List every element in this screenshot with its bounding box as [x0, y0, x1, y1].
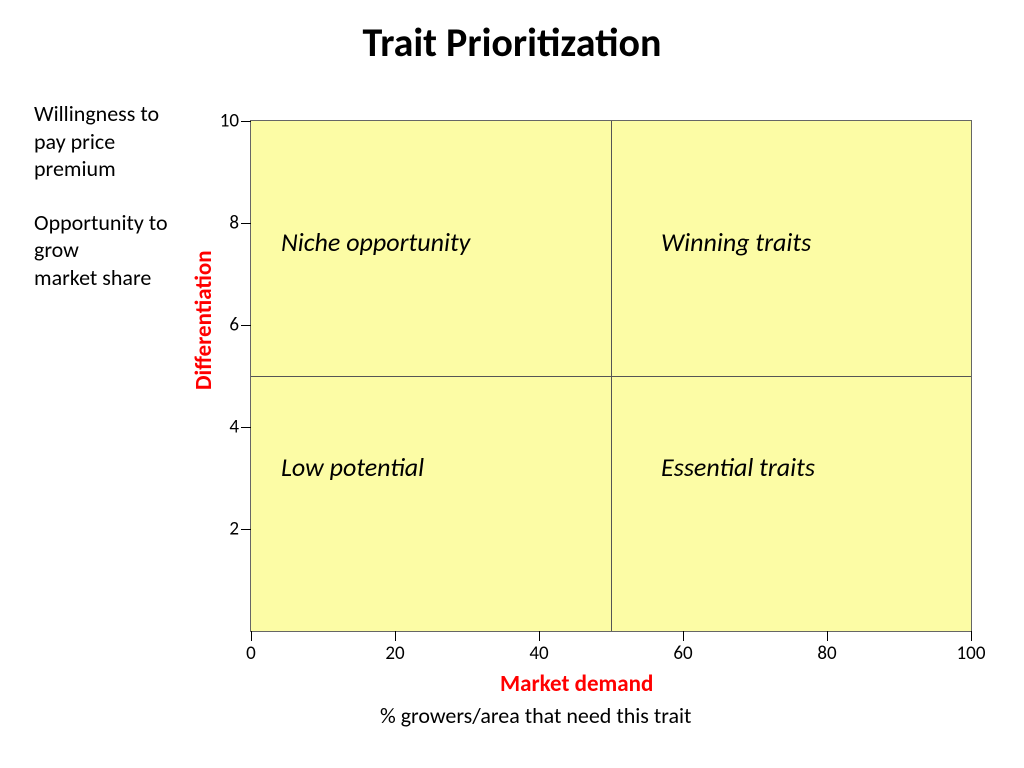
xtick-label: 80	[817, 642, 836, 665]
xtick-label: 20	[385, 642, 404, 665]
xtick	[827, 631, 828, 641]
quadrant-bottom-right: Essential traits	[661, 451, 815, 483]
ytick-label: 4	[211, 416, 239, 439]
xtick	[251, 631, 252, 641]
xtick-label: 0	[246, 642, 256, 665]
quadrant-top-right: Winning traits	[661, 226, 811, 258]
ytick	[241, 427, 251, 428]
x-axis-label: Market demand	[500, 670, 653, 698]
xtick	[395, 631, 396, 641]
side-line-1: Willingness to pay price premium	[34, 100, 194, 183]
xtick	[539, 631, 540, 641]
xtick	[971, 631, 972, 641]
x-axis-sublabel: % growers/area that need this trait	[380, 702, 691, 729]
ytick	[241, 121, 251, 122]
y-axis-label: Differentiation	[190, 250, 218, 390]
xtick-label: 60	[673, 642, 692, 665]
side-line-2: Opportunity to grow	[34, 209, 194, 264]
chart-title: Trait Prioritization	[0, 18, 1024, 67]
xtick-label: 40	[529, 642, 548, 665]
ytick-label: 8	[211, 212, 239, 235]
ytick	[241, 223, 251, 224]
ytick-label: 2	[211, 518, 239, 541]
quadrant-top-left: Niche opportunity	[281, 226, 470, 258]
ytick	[241, 529, 251, 530]
ytick	[241, 325, 251, 326]
xtick	[683, 631, 684, 641]
side-description: Willingness to pay price premium Opportu…	[34, 100, 194, 317]
xtick-label: 100	[957, 642, 986, 665]
side-line-3: market share	[34, 264, 194, 292]
horizontal-divider	[251, 376, 971, 377]
quadrant-chart: Niche opportunity Winning traits Low pot…	[250, 120, 972, 632]
ytick-label: 10	[211, 110, 239, 133]
quadrant-bottom-left: Low potential	[281, 451, 424, 483]
